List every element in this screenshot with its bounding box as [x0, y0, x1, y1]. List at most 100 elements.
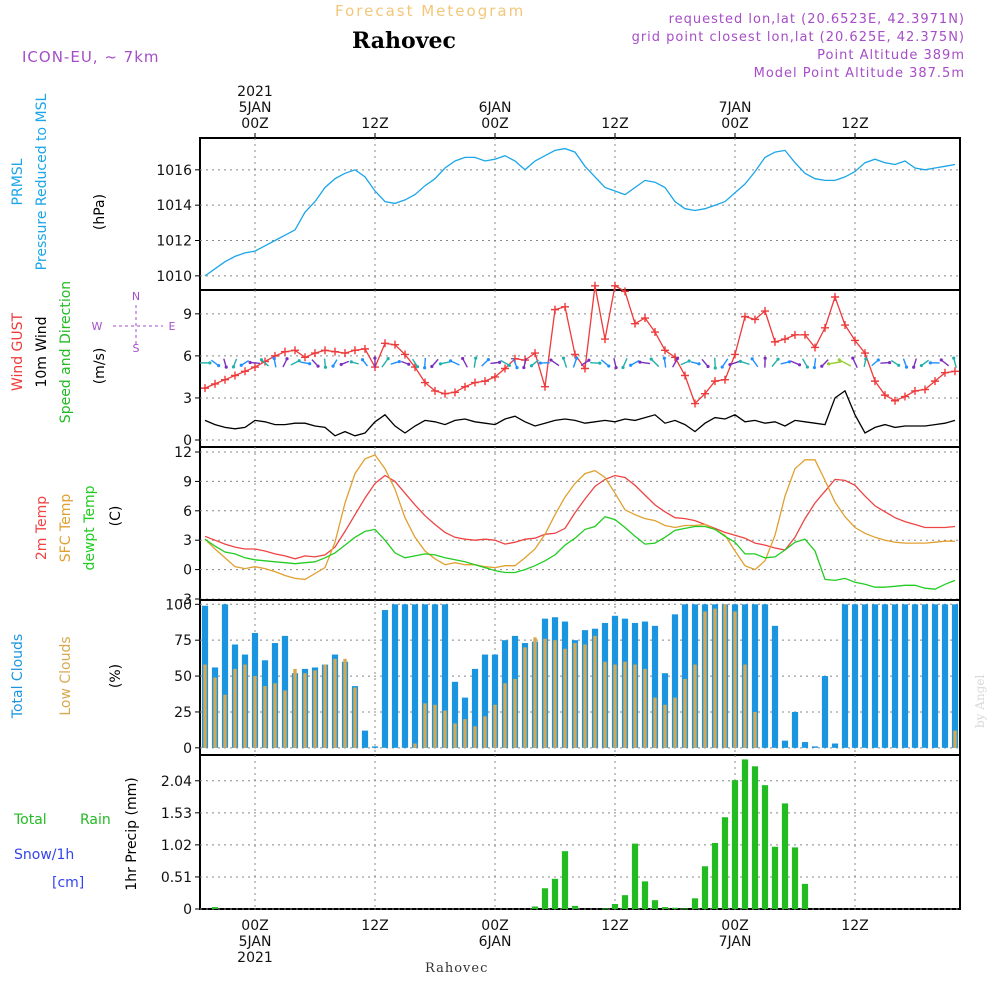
wind-arrow-head	[820, 364, 824, 368]
ylabel-line: (C)	[108, 506, 124, 527]
panel-temperature: -3 0 3 6 9 12 2m Temp SFC Temp dewpt Temp (C)	[34, 445, 961, 608]
gust-marker	[771, 337, 779, 346]
wind-arrow	[450, 360, 460, 366]
precip-bar	[551, 878, 559, 909]
cloud-bar	[473, 726, 477, 748]
cloud-bar	[643, 668, 647, 748]
cloud-bar	[513, 678, 517, 748]
cloud-bar	[503, 683, 507, 748]
gust-marker	[391, 340, 399, 349]
gust-marker	[901, 392, 909, 401]
wind-arrow-head	[952, 356, 956, 360]
wind-arrow-head	[776, 357, 780, 361]
wind-arrow	[630, 359, 640, 366]
time-label-bottom: 2021	[237, 950, 273, 966]
cloud-bar	[613, 664, 617, 748]
precip-bar	[621, 895, 629, 909]
cloud-bar	[371, 746, 379, 748]
gust-marker	[331, 347, 339, 356]
gust-marker	[931, 377, 939, 386]
wind-arrow-head	[614, 365, 618, 370]
wind-arrow-head	[386, 357, 390, 361]
gust-marker	[801, 330, 809, 339]
gust-marker	[551, 305, 559, 314]
cloud-bar	[911, 604, 919, 748]
gust-marker	[201, 384, 209, 393]
gust-marker	[651, 328, 659, 337]
cloud-bar	[593, 635, 597, 748]
time-label-bottom: 6JAN	[479, 934, 512, 950]
wind-arrow-head	[587, 358, 591, 362]
wind-arrow-head	[928, 361, 933, 365]
gust-marker	[831, 293, 839, 302]
ylabel-line: 2m Temp	[34, 496, 50, 560]
cloud-bar	[651, 625, 659, 748]
panel-clouds: 0 25 50 75 100 Total Clouds Low Clouds (%)	[10, 597, 961, 757]
ytick-label: 2.04	[161, 774, 192, 790]
wind-arrow-head	[497, 360, 502, 364]
ylabel-line: Total Clouds	[10, 634, 26, 719]
ytick-label: 6	[183, 504, 192, 520]
ylabel-line: PRMSL	[10, 158, 26, 205]
gust-marker	[791, 330, 799, 339]
cloud-bar	[213, 677, 217, 748]
gust-marker	[811, 343, 819, 352]
ytick-label: 50	[174, 669, 192, 685]
series-line-10m-wind	[204, 389, 956, 437]
series-line-dewpt-temp	[204, 515, 956, 590]
gust-marker	[941, 368, 949, 377]
time-label-bottom: 00Z	[721, 918, 748, 934]
footer-location: Rahovec	[425, 961, 488, 976]
cloud-bar	[233, 668, 237, 748]
cloud-bar	[573, 643, 577, 748]
cloud-bar	[713, 608, 717, 748]
cloud-bar	[491, 654, 499, 748]
wind-arrow-head	[797, 363, 802, 367]
gust-marker	[701, 389, 709, 398]
gust-marker	[891, 396, 899, 405]
precip-bar	[751, 766, 759, 909]
wind-arrow	[751, 358, 759, 368]
cloud-bar	[921, 604, 929, 748]
gust-marker	[751, 315, 759, 324]
cloud-bar	[553, 640, 557, 748]
series-rain	[211, 759, 809, 910]
gust-marker	[601, 335, 609, 344]
wind-arrow-head	[561, 356, 566, 360]
cloud-bar	[343, 658, 347, 748]
wind-arrow-head	[308, 362, 312, 366]
wind-arrow-head	[208, 361, 212, 365]
cloud-bar	[423, 703, 427, 748]
gust-marker	[871, 377, 879, 386]
gust-marker	[471, 378, 479, 387]
cloud-bar	[761, 604, 769, 748]
wind-arrow-head	[323, 365, 328, 369]
wind-arrow-head	[812, 365, 817, 370]
gust-marker	[681, 371, 689, 380]
gust-marker	[221, 375, 229, 384]
wind-arrow-head	[675, 357, 679, 361]
panel-precip: 0 0.51 1.02 1.53 2.04 Total Rain Snow/1h [cm] 1hr…	[13, 754, 961, 918]
precip-bar	[801, 883, 809, 909]
ytick-label: 0	[183, 563, 192, 579]
wind-direction-arrows	[200, 356, 957, 370]
cloud-bar	[493, 704, 497, 748]
wind-arrow-head	[687, 359, 691, 363]
cloud-bar	[313, 670, 317, 748]
gust-marker	[361, 344, 369, 353]
cloud-bar	[791, 711, 799, 748]
precip-bar	[661, 907, 669, 909]
gust-marker	[311, 349, 319, 358]
ylabel-line: Snow/1h	[14, 847, 74, 863]
ytick-label: 100	[165, 597, 192, 613]
panel-wind: 0 3 6 9 Wind GUST 10m Wind Speed and Direction…	[10, 281, 961, 449]
cloud-bar	[623, 661, 627, 748]
cloud-bar	[471, 668, 479, 748]
precip-bar	[561, 851, 569, 909]
ytick-label: 1010	[156, 269, 192, 285]
wind-arrow-head	[750, 357, 754, 361]
time-label-bottom: 12Z	[361, 918, 388, 934]
wind-arrow	[423, 357, 427, 368]
time-label-top: 00Z	[721, 116, 748, 132]
